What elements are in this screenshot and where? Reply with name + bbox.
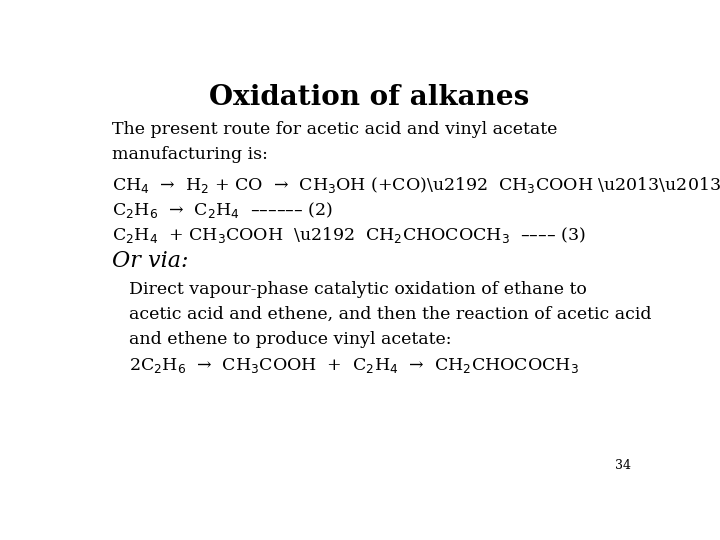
Text: C$_2$H$_4$  + CH$_3$COOH  \u2192  CH$_2$CHOCOCH$_3$  –––– (3): C$_2$H$_4$ + CH$_3$COOH \u2192 CH$_2$CHO…: [112, 225, 586, 245]
Text: Oxidation of alkanes: Oxidation of alkanes: [209, 84, 529, 111]
Text: C$_2$H$_6$  →  C$_2$H$_4$  –––––– (2): C$_2$H$_6$ → C$_2$H$_4$ –––––– (2): [112, 200, 333, 220]
Text: Direct vapour-phase catalytic oxidation of ethane to: Direct vapour-phase catalytic oxidation …: [129, 281, 587, 298]
Text: and ethene to produce vinyl acetate:: and ethene to produce vinyl acetate:: [129, 331, 451, 348]
Text: manufacturing is:: manufacturing is:: [112, 146, 268, 163]
Text: acetic acid and ethene, and then the reaction of acetic acid: acetic acid and ethene, and then the rea…: [129, 306, 652, 323]
Text: Or via:: Or via:: [112, 250, 189, 272]
Text: 2C$_2$H$_6$  →  CH$_3$COOH  +  C$_2$H$_4$  →  CH$_2$CHOCOCH$_3$: 2C$_2$H$_6$ → CH$_3$COOH + C$_2$H$_4$ → …: [129, 356, 579, 375]
Text: 34: 34: [616, 460, 631, 472]
Text: The present route for acetic acid and vinyl acetate: The present route for acetic acid and vi…: [112, 121, 558, 138]
Text: CH$_4$  →  H$_2$ + CO  →  CH$_3$OH (+CO)\u2192  CH$_3$COOH \u2013\u2013 (1): CH$_4$ → H$_2$ + CO → CH$_3$OH (+CO)\u21…: [112, 175, 720, 195]
